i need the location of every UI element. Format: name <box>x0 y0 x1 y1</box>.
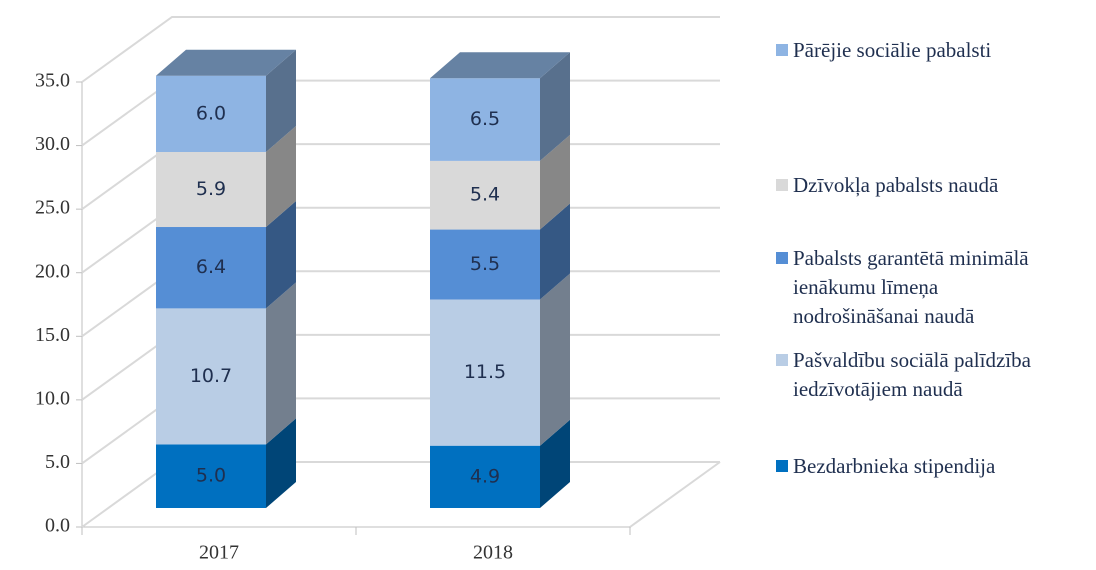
value-label: 11.5 <box>464 361 506 383</box>
legend-label: Pārējie sociālie pabalsti <box>793 38 992 62</box>
legend-marker <box>776 460 788 472</box>
bar-side <box>266 201 296 309</box>
legend-marker <box>776 44 788 56</box>
y-tick-label: 5.0 <box>45 451 70 473</box>
y-tick-label: 20.0 <box>35 260 70 282</box>
value-label: 10.7 <box>190 365 232 387</box>
legend-marker <box>776 179 788 191</box>
legend-item: Pašvaldību sociālā palīdzība iedzīvotāji… <box>776 346 1093 404</box>
bar-side <box>266 282 296 445</box>
legend-label: Bezdarbnieka stipendija <box>793 454 996 478</box>
y-tick-label: 25.0 <box>35 197 70 219</box>
floor-edge <box>629 461 721 528</box>
bar-top <box>430 52 570 79</box>
legend-marker <box>776 354 788 366</box>
bar <box>156 75 266 152</box>
legend-label: Pabalsts garantētā minimālā ienākumu līm… <box>793 246 1029 328</box>
value-label: 6.5 <box>470 108 500 130</box>
bar <box>430 445 540 508</box>
value-label: 5.5 <box>470 253 500 275</box>
bar <box>430 160 540 230</box>
bar <box>156 227 266 309</box>
grid-line <box>81 16 720 83</box>
y-tick-label: 30.0 <box>35 133 70 155</box>
bar-top <box>156 49 296 76</box>
bar-side <box>540 134 570 230</box>
bar-side <box>266 49 296 152</box>
bar-side <box>540 52 570 161</box>
legend-label: Dzīvokļa pabalsts naudā <box>793 173 999 197</box>
value-label: 6.0 <box>196 102 226 124</box>
legend-item: Dzīvokļa pabalsts naudā <box>776 171 1083 200</box>
value-label: 4.9 <box>470 465 500 487</box>
value-label: 6.4 <box>196 256 226 278</box>
bar <box>156 152 266 228</box>
legend-item: Pabalsts garantētā minimālā ienākumu līm… <box>776 244 1055 331</box>
bar-side <box>266 126 296 228</box>
y-tick-label: 15.0 <box>35 324 70 346</box>
legend-label: Pašvaldību sociālā palīdzība iedzīvotāji… <box>793 348 1031 401</box>
value-label: 5.4 <box>470 184 500 206</box>
value-label: 5.9 <box>196 178 226 200</box>
legend-item: Pārējie sociālie pabalsti <box>776 36 1083 65</box>
bar-side <box>540 273 570 446</box>
bar <box>430 229 540 300</box>
y-tick-label: 0.0 <box>45 515 70 537</box>
bar <box>430 299 540 446</box>
bar-side <box>540 419 570 508</box>
bar-side <box>266 418 296 508</box>
bar <box>156 444 266 508</box>
bar <box>156 308 266 445</box>
bar <box>430 78 540 161</box>
legend-item: Bezdarbnieka stipendija <box>776 452 1083 481</box>
x-tick-label: 2018 <box>473 542 513 564</box>
legend-marker <box>776 252 788 264</box>
y-tick-label: 35.0 <box>35 70 70 92</box>
value-label: 5.0 <box>196 465 226 487</box>
y-tick-label: 10.0 <box>35 387 70 409</box>
x-tick-label: 2017 <box>199 542 239 564</box>
bar-side <box>540 203 570 300</box>
